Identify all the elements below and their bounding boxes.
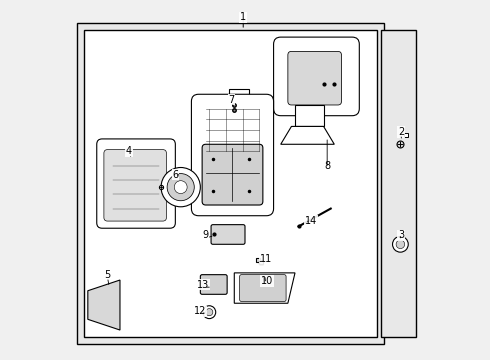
Text: 1: 1	[240, 13, 246, 22]
Circle shape	[206, 309, 213, 316]
Text: 11: 11	[260, 254, 272, 264]
FancyBboxPatch shape	[77, 23, 384, 344]
FancyBboxPatch shape	[192, 94, 273, 216]
Text: 8: 8	[324, 161, 330, 171]
Circle shape	[167, 174, 194, 201]
FancyBboxPatch shape	[84, 30, 377, 337]
Polygon shape	[88, 280, 120, 330]
FancyBboxPatch shape	[200, 275, 227, 294]
Polygon shape	[234, 273, 295, 303]
Text: 14: 14	[305, 216, 317, 226]
Text: 7: 7	[228, 95, 235, 105]
FancyBboxPatch shape	[381, 30, 416, 337]
Text: 10: 10	[261, 276, 273, 286]
Text: 3: 3	[398, 230, 404, 240]
Circle shape	[203, 306, 216, 319]
Text: 6: 6	[172, 170, 178, 180]
FancyBboxPatch shape	[97, 139, 175, 228]
Polygon shape	[281, 126, 334, 144]
Circle shape	[396, 240, 405, 249]
FancyBboxPatch shape	[273, 37, 359, 116]
Circle shape	[161, 167, 200, 207]
Text: 2: 2	[398, 127, 404, 137]
Circle shape	[392, 237, 408, 252]
FancyBboxPatch shape	[295, 105, 323, 126]
Text: 9: 9	[203, 230, 209, 240]
FancyBboxPatch shape	[211, 225, 245, 244]
FancyBboxPatch shape	[104, 150, 167, 221]
Text: 12: 12	[194, 306, 206, 316]
FancyBboxPatch shape	[240, 275, 286, 301]
Text: 13: 13	[196, 280, 209, 290]
FancyBboxPatch shape	[202, 144, 263, 205]
FancyBboxPatch shape	[229, 89, 248, 121]
Circle shape	[174, 181, 187, 194]
FancyBboxPatch shape	[288, 51, 342, 105]
Text: 4: 4	[126, 147, 132, 157]
Text: 5: 5	[104, 270, 111, 280]
Polygon shape	[229, 121, 248, 132]
